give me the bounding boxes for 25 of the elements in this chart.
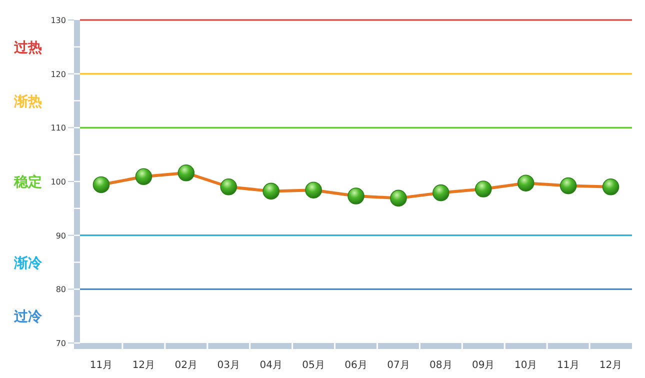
text: 渐冷 (13, 255, 43, 272)
text: 过热 (13, 40, 42, 56)
x-tick-label: 07月 (387, 360, 410, 371)
y-tick-label: 100 (50, 178, 66, 186)
x-tick-label: 11月 (90, 360, 113, 371)
text: 稳定 (13, 174, 42, 190)
x-tick-label: 03月 (217, 360, 240, 371)
y-tick-label: 130 (50, 16, 66, 25)
y-tick-label: 90 (56, 231, 66, 240)
y-tick-label: 80 (56, 285, 66, 294)
x-tick-label: 09月 (472, 360, 495, 371)
x-tick-label: 12月 (132, 360, 156, 371)
x-tick-label: 11月 (556, 360, 580, 371)
x-tick-label: 06月 (344, 360, 368, 371)
y-tick-label: 70 (56, 339, 66, 348)
y-tick-label: 110 (50, 124, 66, 133)
y-tick-label: 120 (50, 70, 66, 79)
x-tick-label: 12月 (599, 360, 622, 371)
x-tick-label: 05月 (302, 360, 325, 371)
x-tick-label: 04月 (260, 360, 282, 371)
x-tick-label: 02月 (174, 360, 198, 371)
x-tick-label: 08月 (430, 360, 452, 371)
text: 过冷 (13, 309, 43, 326)
text: 渐热 (13, 94, 42, 110)
x-tick-label: 10月 (514, 360, 538, 371)
